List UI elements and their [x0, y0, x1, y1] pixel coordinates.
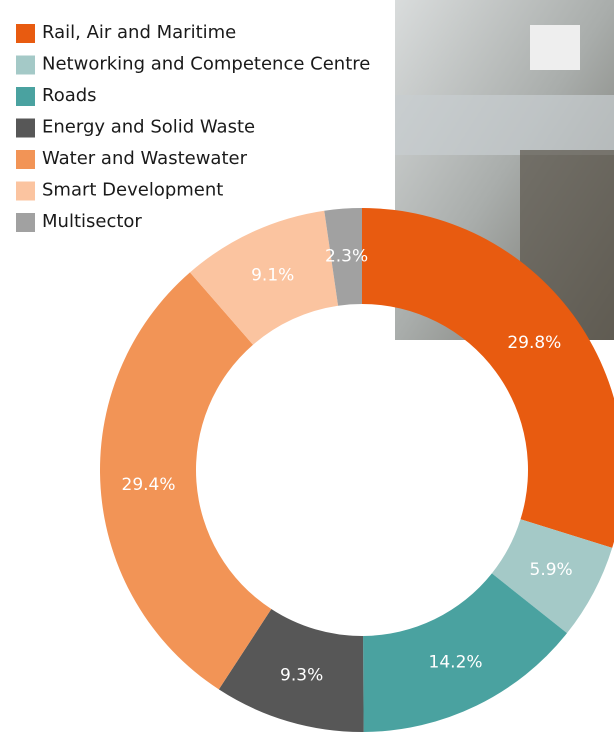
donut-slice: [99, 272, 272, 690]
legend-label: Energy and Solid Waste: [42, 117, 255, 138]
data-label: 5.9%: [530, 560, 573, 580]
donut-slice: [491, 519, 613, 634]
legend-label: Rail, Air and Maritime: [42, 22, 236, 43]
data-label: 14.2%: [429, 652, 483, 672]
legend-swatch: [16, 24, 35, 43]
donut-slice: [324, 208, 362, 306]
donut-slice: [218, 609, 364, 732]
legend-swatch: [16, 118, 35, 138]
legend-swatch: [16, 87, 35, 106]
legend: Rail, Air and Maritime Networking and Com…: [16, 22, 370, 232]
data-label: 2.3%: [325, 247, 368, 267]
legend-label: Networking and Competence Centre: [42, 54, 370, 75]
legend-label: Water and Wastewater: [42, 148, 248, 169]
donut-slice: [363, 573, 567, 732]
legend-swatch: [16, 181, 35, 201]
data-label: 9.3%: [280, 665, 323, 685]
legend-swatch: [16, 150, 35, 169]
legend-label: Roads: [42, 85, 97, 106]
data-label: 9.1%: [251, 266, 294, 286]
donut: 29.8% 5.9% 14.2% 9.3% 29.4% 9.1% 2.3%: [99, 208, 614, 732]
donut-slice: [189, 210, 339, 345]
data-label: 29.4%: [122, 475, 176, 495]
legend-label: Multisector: [42, 211, 142, 232]
legend-swatch: [16, 213, 35, 232]
legend-label: Smart Development: [42, 180, 223, 201]
data-label: 29.8%: [507, 333, 561, 353]
donut-slice: [362, 208, 614, 548]
legend-swatch: [16, 55, 35, 75]
